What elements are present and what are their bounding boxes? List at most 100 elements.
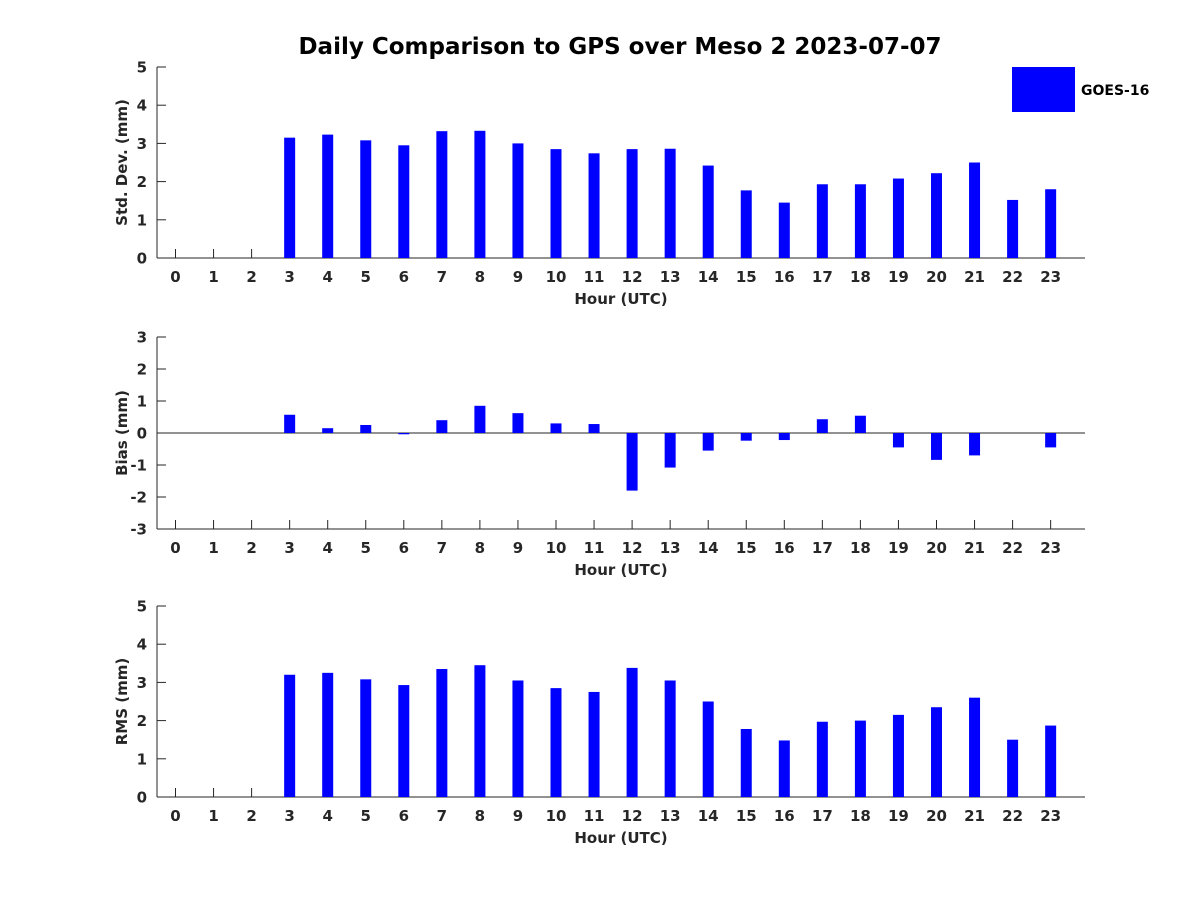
bar [626,149,638,258]
x-tick-label: 10 [546,807,567,825]
y-tick-label: 1 [137,750,147,768]
bar [360,679,372,797]
x-tick-label: 2 [246,539,256,557]
bar [588,424,600,433]
bar [740,190,752,258]
y-axis-label: Bias (mm) [113,390,131,476]
bar [931,433,942,460]
chart-title: Daily Comparison to GPS over Meso 2 2023… [298,34,941,60]
x-tick-label: 6 [399,539,409,557]
legend: GOES-16 [1012,67,1149,112]
x-tick-label: 15 [736,539,757,557]
bar [474,405,486,433]
bar [740,729,752,797]
bar [512,413,524,433]
y-tick-label: 1 [137,393,147,411]
y-tick-label: 2 [137,712,147,730]
x-tick-label: 1 [208,268,218,286]
bar [778,740,790,797]
x-tick-label: 12 [622,539,643,557]
x-tick-label: 23 [1040,539,1061,557]
x-tick-label: 9 [513,539,523,557]
x-tick-label: 0 [170,268,180,286]
bar [1045,189,1057,258]
x-tick-label: 11 [584,268,605,286]
bar [816,419,828,433]
bar [550,688,562,797]
x-tick-label: 3 [284,807,294,825]
bar [854,720,866,797]
x-tick-label: 16 [774,268,795,286]
x-tick-label: 19 [888,807,909,825]
bar [588,691,600,797]
x-tick-label: 11 [584,539,605,557]
x-tick-label: 11 [584,807,605,825]
bar [702,165,714,258]
bar [1045,725,1057,797]
y-tick-label: 5 [137,59,147,77]
x-tick-label: 22 [1002,539,1023,557]
x-tick-label: 9 [513,268,523,286]
y-tick-label: 2 [137,361,147,379]
bar [778,433,790,441]
x-tick-label: 15 [736,268,757,286]
bar [550,423,562,433]
bar [626,433,638,491]
bar [816,721,828,797]
y-tick-label: 5 [137,598,147,616]
x-tick-label: 17 [812,268,833,286]
x-tick-label: 19 [888,539,909,557]
legend-label: GOES-16 [1081,83,1149,99]
y-tick-label: 4 [137,97,147,115]
x-tick-label: 21 [964,807,985,825]
x-tick-label: 5 [361,807,371,825]
bar [969,697,981,797]
x-tick-label: 1 [208,539,218,557]
x-tick-label: 22 [1002,807,1023,825]
bar [360,425,372,433]
y-tick-label: -3 [130,521,147,539]
bar [664,680,676,797]
x-tick-label: 15 [736,807,757,825]
bar [284,414,296,433]
x-tick-label: 8 [475,539,485,557]
bar [1007,199,1019,258]
x-tick-label: 6 [399,807,409,825]
bar [740,433,752,441]
bar [474,665,486,797]
x-tick-label: 4 [322,268,332,286]
x-tick-label: 7 [437,268,447,286]
x-tick-label: 23 [1040,268,1061,286]
bar [1045,433,1057,448]
bar [854,184,866,258]
x-tick-label: 18 [850,268,871,286]
x-tick-label: 20 [926,539,947,557]
x-tick-label: 12 [622,268,643,286]
y-tick-label: 3 [137,135,147,153]
bar [778,202,790,258]
bar [854,415,866,433]
x-tick-label: 16 [774,539,795,557]
bar [892,714,904,797]
x-tick-label: 14 [698,539,719,557]
y-tick-label: 3 [137,674,147,692]
x-axis-label: Hour (UTC) [574,829,667,847]
x-tick-label: 4 [322,807,332,825]
y-axis-label: RMS (mm) [113,658,131,745]
x-axis-label: Hour (UTC) [574,290,667,308]
y-tick-label: 3 [137,329,147,347]
x-tick-label: 21 [964,539,985,557]
bar [816,184,828,258]
x-tick-label: 18 [850,807,871,825]
x-tick-label: 2 [246,807,256,825]
x-tick-label: 13 [660,268,681,286]
bar [284,674,296,797]
y-tick-label: 2 [137,173,147,191]
bar [626,667,638,797]
x-tick-label: 17 [812,539,833,557]
x-tick-label: 12 [622,807,643,825]
